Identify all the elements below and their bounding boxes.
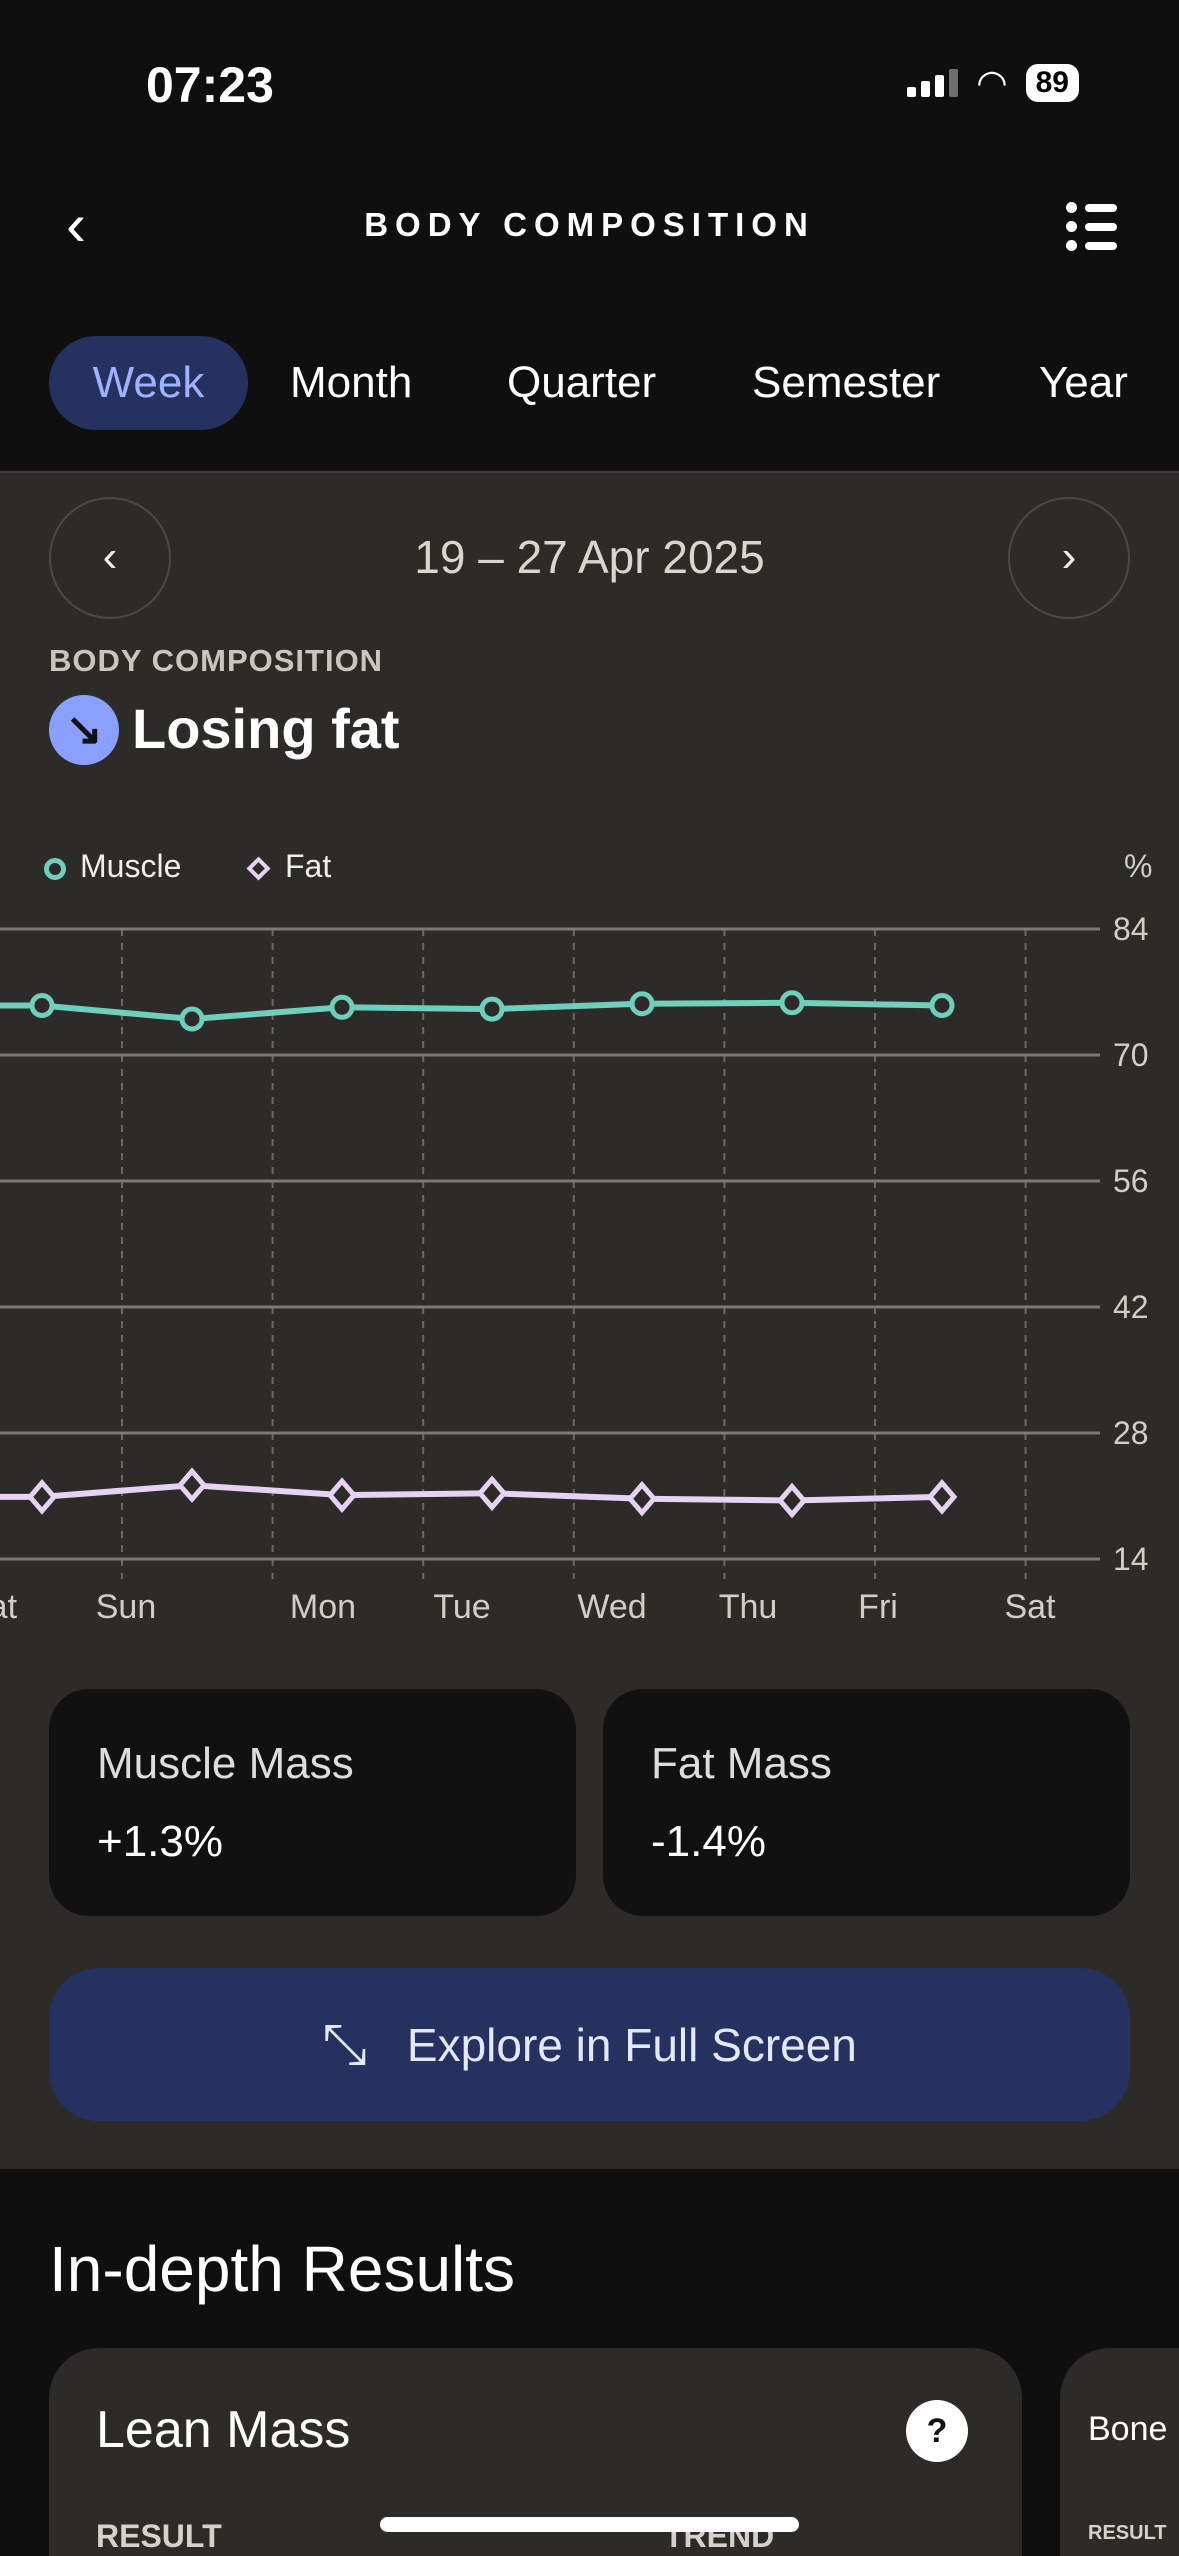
card-value: -1.4% [651, 1817, 766, 1866]
next-period-button[interactable]: › [1008, 497, 1130, 619]
muscle-point [629, 991, 655, 1017]
tab-semester[interactable]: Semester [752, 358, 941, 407]
card-title: Fat Mass [651, 1739, 832, 1788]
status-time: 07:23 [146, 57, 274, 113]
battery-icon: 89 [1025, 64, 1079, 102]
unit-label: % [1124, 848, 1153, 884]
fat-point [176, 1467, 208, 1504]
muscle-mass-card: Muscle Mass +1.3% [49, 1689, 576, 1916]
x-tick-label: Mon [290, 1588, 356, 1626]
y-tick-label: 84 [1113, 911, 1149, 947]
circle-marker-icon [44, 857, 66, 880]
x-tick-label: Wed [577, 1588, 646, 1626]
fat-point [476, 1475, 508, 1512]
tab-month[interactable]: Month [290, 358, 413, 407]
bone-card[interactable] [1060, 2348, 1179, 2556]
y-tick-label: 42 [1113, 1289, 1149, 1325]
back-button[interactable]: ‹ [66, 191, 86, 258]
signal-icon [907, 69, 959, 97]
fat-point [26, 1479, 58, 1515]
muscle-point [479, 996, 505, 1022]
tab-year[interactable]: Year [1039, 358, 1128, 407]
series-line-muscle [0, 999, 943, 1023]
y-tick-label: 28 [1113, 1415, 1149, 1451]
card-title: Muscle Mass [97, 1739, 354, 1788]
legend-fat: Fat [246, 848, 332, 885]
card-value: +1.3% [97, 1817, 223, 1866]
card-title: Lean Mass [96, 2401, 351, 2459]
y-tick-label: 14 [1113, 1541, 1149, 1577]
y-tick-label: 70 [1113, 1037, 1149, 1073]
explore-full-screen-button[interactable]: ⤡ Explore in Full Screen [49, 1968, 1130, 2121]
muscle-point [29, 993, 55, 1018]
fat-mass-card: Fat Mass -1.4% [603, 1689, 1130, 1916]
muscle-point [779, 990, 805, 1016]
expand-icon: ⤡ [322, 2012, 367, 2075]
legend-label: Fat [285, 848, 332, 884]
x-tick-label: Tue [433, 1588, 490, 1626]
legend-muscle: Muscle [44, 848, 181, 885]
x-tick-label: Sun [96, 1588, 157, 1626]
x-tick-label: Thu [719, 1588, 778, 1626]
fat-point [626, 1480, 658, 1517]
tab-week[interactable]: Week [49, 336, 248, 430]
muscle-point [179, 1006, 205, 1032]
page-title: BODY COMPOSITION [364, 206, 815, 243]
fat-point [326, 1477, 358, 1513]
list-menu-button[interactable] [1066, 202, 1118, 259]
diamond-marker-icon [246, 856, 271, 881]
result-label: RESULT [1088, 2522, 1167, 2544]
home-indicator[interactable] [380, 2517, 799, 2532]
wifi-icon: ◠ [976, 62, 1008, 103]
status-icons: ◠ 89 [907, 62, 1079, 104]
y-tick-label: 56 [1113, 1163, 1149, 1199]
x-tick-label: Fri [858, 1588, 898, 1626]
date-range: 19 – 27 Apr 2025 [414, 531, 765, 583]
body-composition-chart: 84 70 56 42 28 14 Sat Sun Mon Tue Wed Thu Fri Sat [0, 911, 1149, 1626]
x-tick-label: Sat [0, 1588, 18, 1626]
button-label: Explore in Full Screen [406, 2018, 857, 2071]
arrow-down-right-icon: ↘ [49, 695, 119, 765]
help-icon[interactable]: ? [906, 2400, 968, 2462]
muscle-point [929, 993, 955, 1018]
series-line-fat [0, 1482, 943, 1504]
section-label: BODY COMPOSITION [49, 643, 384, 678]
prev-period-button[interactable]: ‹ [49, 497, 171, 619]
result-label: RESULT [96, 2518, 222, 2554]
fat-point [776, 1482, 808, 1519]
composition-state: Losing fat [132, 697, 400, 760]
card-title: Bone [1088, 2410, 1168, 2448]
x-tick-label: Sat [1004, 1588, 1056, 1626]
legend-label: Muscle [80, 848, 182, 884]
section-heading: In-depth Results [49, 2233, 516, 2305]
tab-quarter[interactable]: Quarter [507, 358, 657, 407]
fat-point [926, 1479, 958, 1515]
muscle-point [329, 994, 355, 1020]
